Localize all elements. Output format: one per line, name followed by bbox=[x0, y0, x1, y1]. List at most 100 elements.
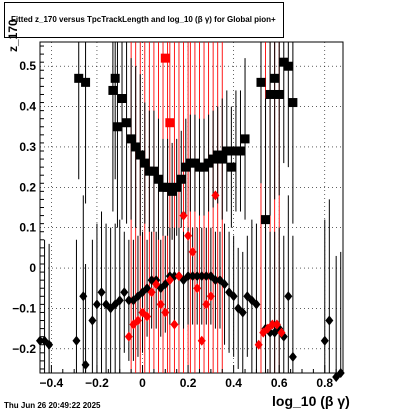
data-point-square bbox=[283, 61, 293, 71]
data-point-diamond bbox=[88, 315, 97, 326]
data-point-diamond bbox=[133, 315, 142, 326]
x-tick-label: −0.2 bbox=[85, 376, 109, 390]
data-point-diamond bbox=[179, 210, 188, 221]
data-point-square bbox=[265, 89, 275, 99]
y-tick-label: 0.3 bbox=[19, 140, 36, 154]
data-point-diamond bbox=[202, 299, 211, 310]
data-point-diamond bbox=[202, 271, 211, 282]
data-point-diamond bbox=[97, 287, 106, 298]
data-point-diamond bbox=[45, 339, 54, 350]
x-tick-label: 0.6 bbox=[271, 376, 288, 390]
data-point-diamond bbox=[184, 230, 193, 241]
data-point-diamond bbox=[147, 287, 156, 298]
data-point-diamond bbox=[79, 291, 88, 302]
data-point-square bbox=[222, 146, 232, 156]
data-point-diamond bbox=[81, 359, 90, 370]
data-point-diamond bbox=[229, 291, 238, 302]
data-point-square bbox=[226, 162, 236, 172]
data-point-diamond bbox=[238, 307, 247, 318]
x-tick-label: 0.8 bbox=[316, 376, 333, 390]
x-tick-label: 0.2 bbox=[180, 376, 197, 390]
data-point-diamond bbox=[120, 287, 129, 298]
data-point-diamond bbox=[124, 331, 133, 342]
data-point-square bbox=[288, 98, 298, 108]
y-tick-label: −0.2 bbox=[12, 342, 36, 356]
data-point-square bbox=[185, 158, 195, 168]
x-tick-label: 0 bbox=[139, 376, 146, 390]
y-tick-label: 0 bbox=[29, 261, 36, 275]
data-point-diamond bbox=[277, 327, 286, 338]
data-point-square bbox=[126, 134, 136, 144]
data-point-square bbox=[199, 162, 209, 172]
data-point-diamond bbox=[115, 295, 124, 306]
x-tick-label: −0.4 bbox=[40, 376, 64, 390]
data-point-square bbox=[240, 134, 250, 144]
data-point-square bbox=[274, 89, 284, 99]
data-point-diamond bbox=[36, 335, 44, 346]
data-point-diamond bbox=[72, 335, 81, 346]
data-point-square bbox=[190, 158, 200, 168]
data-point-diamond bbox=[161, 307, 170, 318]
data-point-square bbox=[74, 73, 84, 83]
data-point-square bbox=[231, 146, 241, 156]
data-point-square bbox=[158, 182, 168, 192]
data-point-diamond bbox=[211, 190, 220, 201]
data-point-diamond bbox=[206, 291, 215, 302]
data-point-diamond bbox=[220, 279, 229, 290]
data-point-diamond bbox=[252, 299, 261, 310]
data-point-square bbox=[160, 53, 170, 63]
data-point-diamond bbox=[165, 275, 174, 286]
data-point-diamond bbox=[188, 246, 197, 257]
data-point-square bbox=[135, 150, 145, 160]
data-point-square bbox=[144, 166, 154, 176]
data-point-square bbox=[122, 118, 132, 128]
data-point-square bbox=[208, 154, 218, 164]
data-point-square bbox=[167, 186, 177, 196]
data-point-diamond bbox=[188, 271, 197, 282]
y-axis-label: z_170 bbox=[6, 19, 20, 52]
data-point-square bbox=[110, 73, 120, 83]
data-point-square bbox=[270, 73, 280, 83]
data-point-square bbox=[163, 182, 173, 192]
data-point-diamond bbox=[170, 319, 179, 330]
data-point-diamond bbox=[156, 299, 165, 310]
data-point-square bbox=[194, 162, 204, 172]
data-point-diamond bbox=[193, 271, 202, 282]
data-point-square bbox=[217, 154, 227, 164]
data-point-diamond bbox=[184, 271, 193, 282]
data-point-diamond bbox=[336, 368, 345, 378]
data-point-diamond bbox=[284, 291, 293, 302]
data-point-square bbox=[261, 215, 271, 225]
data-point-square bbox=[165, 118, 175, 128]
data-point-square bbox=[81, 77, 91, 87]
data-point-diamond bbox=[211, 275, 220, 286]
data-point-square bbox=[131, 142, 141, 152]
title-box: Fitted z_170 versus TpcTrackLength and l… bbox=[4, 2, 284, 38]
data-point-square bbox=[181, 162, 191, 172]
data-point-diamond bbox=[92, 299, 101, 310]
data-point-diamond bbox=[254, 339, 263, 350]
data-point-square bbox=[140, 158, 150, 168]
data-point-diamond bbox=[288, 351, 297, 362]
y-tick-label: 0.4 bbox=[19, 100, 36, 114]
data-point-diamond bbox=[320, 335, 329, 346]
data-point-diamond bbox=[152, 279, 161, 290]
data-point-diamond bbox=[124, 295, 133, 306]
data-point-square bbox=[235, 146, 245, 156]
data-point-diamond bbox=[272, 319, 281, 330]
data-point-square bbox=[256, 77, 266, 87]
x-tick-label: 0.4 bbox=[225, 376, 242, 390]
data-point-diamond bbox=[174, 271, 183, 282]
data-point-square bbox=[279, 57, 289, 67]
data-point-square bbox=[117, 94, 127, 104]
data-point-diamond bbox=[143, 311, 152, 322]
data-point-diamond bbox=[325, 315, 334, 326]
timestamp-footer: Thu Jun 26 20:49:22 2025 bbox=[4, 401, 101, 410]
data-point-diamond bbox=[193, 283, 202, 294]
data-point-diamond bbox=[197, 335, 206, 346]
y-tick-label: −0.1 bbox=[12, 301, 36, 315]
data-point-square bbox=[172, 182, 182, 192]
data-point-diamond bbox=[268, 319, 277, 330]
